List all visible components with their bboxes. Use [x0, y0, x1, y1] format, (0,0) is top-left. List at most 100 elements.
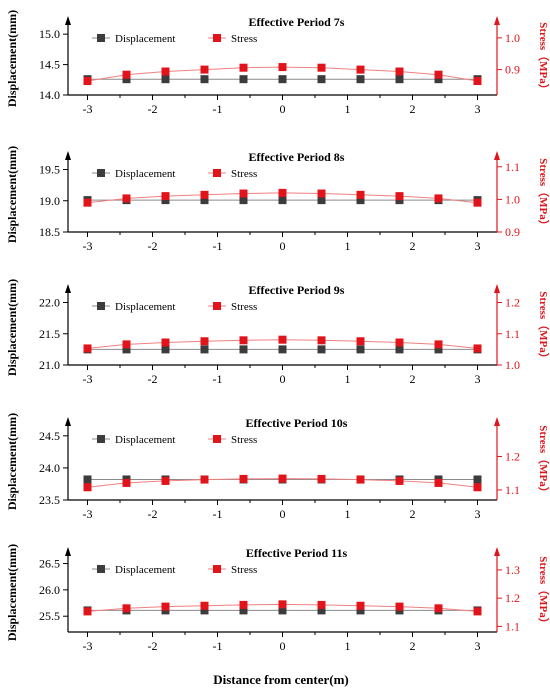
stress-point — [161, 67, 170, 76]
right-tick-label: 1.1 — [505, 160, 520, 174]
stress-point — [239, 63, 248, 72]
displacement-point — [395, 75, 404, 84]
x-tick-label: -2 — [148, 239, 158, 253]
x-tick-label: 3 — [475, 239, 481, 253]
left-tick-label: 26.5 — [39, 557, 60, 571]
legend-marker — [97, 435, 105, 443]
legend-marker — [97, 565, 105, 573]
stress-point — [239, 600, 248, 609]
left-tick-label: 14.0 — [39, 88, 60, 102]
stress-point — [122, 478, 131, 487]
legend: Displacement Stress — [92, 564, 257, 576]
legend-label: Stress — [231, 168, 257, 180]
left-axis-label: Displacement(mm) — [5, 544, 19, 641]
x-tick-label: 3 — [475, 372, 481, 386]
left-tick-label: 24.5 — [39, 429, 60, 443]
chart-title: Effective Period 8s — [249, 150, 345, 164]
displacement-point — [122, 75, 131, 84]
x-tick-label: 2 — [410, 639, 416, 653]
legend-label: Stress — [231, 301, 257, 313]
stress-point — [200, 337, 209, 346]
stress-point — [473, 344, 482, 353]
right-tick-label: 1.1 — [505, 483, 520, 497]
displacement-point — [161, 75, 170, 84]
x-tick-label: -2 — [148, 372, 158, 386]
x-tick-label: 3 — [475, 102, 481, 116]
displacement-point — [161, 345, 170, 354]
left-axis-arrow — [65, 547, 71, 556]
legend-marker — [213, 302, 221, 310]
right-axis-arrow — [494, 16, 500, 25]
stress-point — [122, 194, 131, 203]
stress-point — [278, 335, 287, 344]
displacement-point — [317, 606, 326, 615]
displacement-point — [239, 196, 248, 205]
displacement-point — [434, 345, 443, 354]
stress-point — [278, 63, 287, 72]
right-axis-arrow — [494, 417, 500, 426]
legend-marker — [97, 169, 105, 177]
x-tick-label: -1 — [213, 239, 223, 253]
stress-point — [473, 607, 482, 616]
displacement-point — [434, 75, 443, 84]
displacement-point — [278, 606, 287, 615]
stress-point — [395, 192, 404, 201]
x-tick-label: -2 — [148, 507, 158, 521]
legend-marker — [213, 34, 221, 42]
x-tick-label: 0 — [280, 507, 286, 521]
legend-marker — [97, 302, 105, 310]
stress-point — [122, 340, 131, 349]
stress-point — [317, 189, 326, 198]
displacement-point — [200, 75, 209, 84]
left-tick-label: 24.0 — [39, 461, 60, 475]
x-tick-label: -1 — [213, 639, 223, 653]
legend-label: Stress — [231, 434, 257, 446]
legend-marker — [213, 435, 221, 443]
left-axis-arrow — [65, 16, 71, 25]
right-tick-label: 1.0 — [505, 358, 520, 372]
right-axis-arrow — [494, 284, 500, 293]
chart-title: Effective Period 9s — [249, 283, 345, 297]
stress-point — [317, 336, 326, 345]
chart-panel-2: -3 -2 -1 0 1 2 3 18.5 19.0 19.5 0.9 1.0 1.1 Effective… — [5, 146, 550, 253]
x-tick-label: -1 — [213, 507, 223, 521]
legend-marker — [213, 565, 221, 573]
legend-label: Stress — [231, 564, 257, 576]
right-axis-arrow — [494, 547, 500, 556]
displacement-point — [278, 345, 287, 354]
stress-point — [395, 602, 404, 611]
stress-point — [83, 77, 92, 86]
displacement-point — [200, 345, 209, 354]
right-tick-label: 0.9 — [505, 63, 520, 77]
displacement-point — [278, 75, 287, 84]
stress-point — [278, 474, 287, 483]
stress-point — [161, 476, 170, 485]
x-tick-label: -3 — [83, 372, 93, 386]
displacement-point — [239, 75, 248, 84]
x-tick-label: 3 — [475, 507, 481, 521]
stress-point — [434, 194, 443, 203]
x-tick-label: -3 — [83, 239, 93, 253]
right-tick-label: 1.0 — [505, 192, 520, 206]
right-tick-label: 1.0 — [505, 31, 520, 45]
stress-point — [434, 604, 443, 613]
legend-label: Stress — [231, 33, 257, 45]
x-tick-label: -3 — [83, 507, 93, 521]
left-tick-label: 14.5 — [39, 58, 60, 72]
stress-point — [200, 190, 209, 199]
displacement-point — [473, 475, 482, 484]
left-axis-arrow — [65, 151, 71, 160]
right-axis-label: Stress（MPa） — [537, 425, 550, 498]
right-tick-label: 0.9 — [505, 225, 520, 239]
stress-point — [434, 478, 443, 487]
left-tick-label: 19.0 — [39, 194, 60, 208]
displacement-point — [239, 606, 248, 615]
displacement-point — [317, 345, 326, 354]
left-axis-arrow — [65, 284, 71, 293]
x-axis-label: Distance from center(m) — [213, 672, 348, 687]
right-axis-label: Stress（MPa） — [537, 158, 550, 231]
left-axis-label: Displacement(mm) — [5, 279, 19, 376]
legend: Displacement Stress — [92, 33, 257, 45]
stress-point — [356, 190, 365, 199]
